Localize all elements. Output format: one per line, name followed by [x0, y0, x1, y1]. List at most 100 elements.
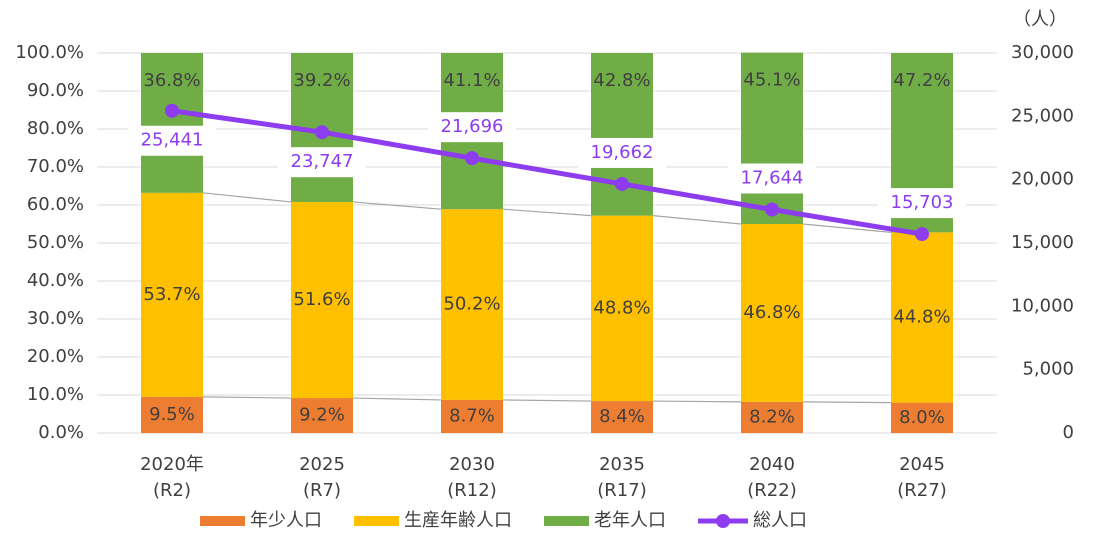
legend-label: 老年人口 [594, 510, 666, 531]
bar-segment [591, 401, 653, 433]
data-label: 45.1% [743, 70, 800, 91]
y-tick-label: 30.0% [27, 308, 84, 329]
bar-segment [741, 52, 803, 225]
y-tick-label: 100.0% [15, 42, 84, 63]
x-tick-label: 2030 [449, 454, 495, 475]
data-label: 50.2% [443, 294, 500, 315]
x-tick-label: 2025 [299, 454, 345, 475]
x-tick-label: 2035 [599, 454, 645, 475]
label-bg [428, 112, 516, 143]
data-label: 8.0% [899, 407, 945, 428]
bar-segment [891, 232, 953, 403]
x-tick-label: (R22) [747, 480, 796, 501]
data-label: 8.7% [449, 405, 495, 426]
x-tick-label: 2020年 [140, 454, 204, 475]
label-bg [578, 137, 666, 168]
data-label: 42.8% [593, 70, 650, 91]
data-label: 8.2% [749, 406, 795, 427]
y-tick-label: 50.0% [27, 232, 84, 253]
total-label: 21,696 [441, 116, 504, 137]
data-label: 41.1% [443, 70, 500, 91]
total-label: 19,662 [591, 142, 654, 163]
bar-segment [891, 402, 953, 433]
series-line [802, 401, 892, 404]
data-label: 39.2% [293, 70, 350, 91]
data-label: 9.5% [149, 404, 195, 425]
data-label: 46.8% [743, 302, 800, 323]
y-tick-label: 80.0% [27, 118, 84, 139]
x-tick-label: (R12) [447, 480, 496, 501]
x-tick-label: 2040 [749, 454, 795, 475]
series-line [652, 400, 742, 403]
bar-segment [291, 201, 353, 399]
series-line [652, 215, 742, 225]
total-line [171, 108, 923, 237]
x-tick-label: (R27) [897, 480, 946, 501]
y-tick-label: 60.0% [27, 194, 84, 215]
data-label: 44.8% [893, 306, 950, 327]
data-label: 48.8% [593, 297, 650, 318]
y-tick-label: 0.0% [38, 422, 84, 443]
legend-swatch [200, 516, 245, 526]
x-tick-label: (R2) [153, 480, 191, 501]
bar-segment [591, 215, 653, 402]
series-line [202, 192, 292, 203]
x-tick-label: (R7) [303, 480, 341, 501]
total-point [615, 176, 629, 191]
bar-segment [441, 399, 503, 433]
y2-tick-label: 20,000 [1011, 169, 1074, 190]
x-tick-label: (R17) [597, 480, 646, 501]
total-point [315, 125, 329, 140]
series-line [202, 396, 292, 399]
bar-segment [141, 53, 203, 193]
total-label: 25,441 [141, 130, 204, 151]
data-label: 53.7% [143, 284, 200, 305]
total-point [915, 227, 929, 242]
legend-label: 年少人口 [250, 510, 322, 531]
y2-tick-label: 15,000 [1011, 232, 1074, 253]
y2-tick-label: 25,000 [1011, 105, 1074, 126]
total-label: 15,703 [891, 192, 954, 213]
bar-segment [741, 224, 803, 402]
y2-tick-label: 30,000 [1011, 42, 1074, 63]
series-line [502, 208, 592, 217]
data-label: 36.8% [143, 70, 200, 91]
data-label: 47.2% [893, 70, 950, 91]
data-label: 9.2% [299, 405, 345, 426]
x-tick-label: 2045 [899, 454, 945, 475]
y2-tick-label: 5,000 [1022, 359, 1074, 380]
y-tick-label: 40.0% [27, 270, 84, 291]
bar-segment [291, 398, 353, 433]
legend-swatch [354, 516, 399, 526]
total-point [165, 103, 179, 118]
legend-label: 総人口 [753, 510, 807, 531]
y2-unit: （人） [1013, 9, 1067, 30]
y-tick-label: 70.0% [27, 156, 84, 177]
legend-label: 生産年齢人口 [404, 510, 512, 531]
legend-marker [716, 514, 730, 528]
series-line [352, 201, 442, 210]
label-bg [878, 188, 966, 219]
series-line [502, 399, 592, 402]
bar-segment [141, 396, 203, 433]
label-bg [278, 147, 366, 178]
bar-segment [141, 192, 203, 397]
y-tick-label: 90.0% [27, 80, 84, 101]
label-bg [128, 125, 216, 156]
data-label: 51.6% [293, 289, 350, 310]
total-label: 23,747 [291, 151, 354, 172]
bar-segment [441, 209, 503, 400]
y-tick-label: 10.0% [27, 384, 84, 405]
legend-swatch [544, 516, 589, 526]
label-bg [728, 163, 816, 194]
total-point [765, 202, 779, 217]
y2-tick-label: 10,000 [1011, 295, 1074, 316]
total-point [465, 151, 479, 166]
data-label: 8.4% [599, 406, 645, 427]
series-line [802, 223, 892, 233]
y2-tick-label: 0 [1063, 422, 1074, 443]
y-tick-label: 20.0% [27, 346, 84, 367]
total-label: 17,644 [741, 168, 804, 189]
series-line [352, 397, 442, 401]
